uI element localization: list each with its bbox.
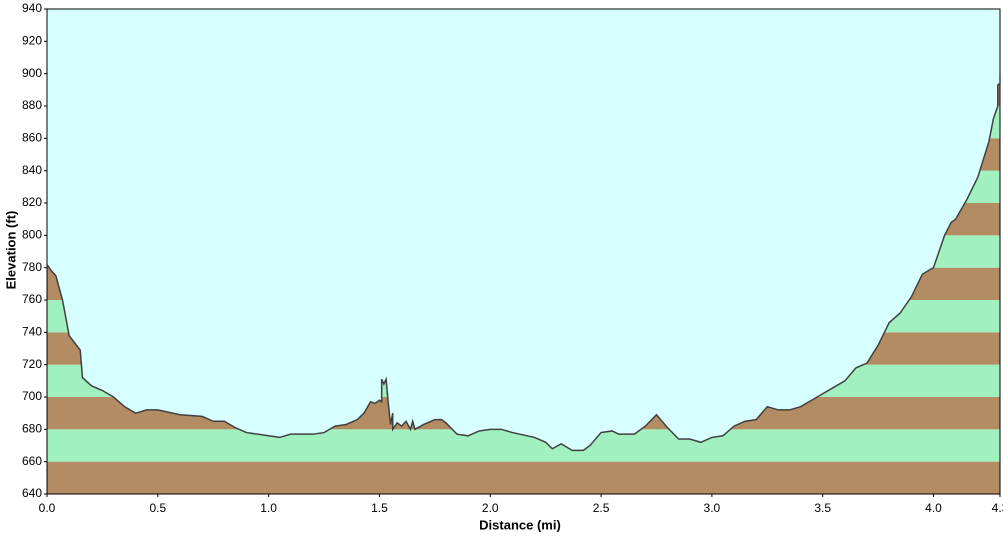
x-tick-label: 4.3 <box>992 501 1003 515</box>
x-tick-label: 0.0 <box>39 501 56 515</box>
y-tick-label: 680 <box>22 422 42 436</box>
y-tick-label: 940 <box>22 1 42 15</box>
x-tick-label: 2.0 <box>482 501 499 515</box>
y-tick-label: 640 <box>22 486 42 500</box>
plot-frame <box>46 8 1001 495</box>
y-tick-label: 840 <box>22 163 42 177</box>
x-tick-label: 3.5 <box>814 501 831 515</box>
x-tick-label: 4.0 <box>925 501 942 515</box>
y-tick-label: 880 <box>22 98 42 112</box>
y-axis-title: Elevation (ft) <box>3 211 18 290</box>
elevation-band <box>47 461 1000 494</box>
x-tick-label: 3.0 <box>704 501 721 515</box>
y-tick-label: 820 <box>22 195 42 209</box>
y-tick-label: 920 <box>22 34 42 48</box>
elevation-line <box>46 73 1001 452</box>
y-tick-label: 700 <box>22 389 42 403</box>
y-tick-label: 720 <box>22 357 42 371</box>
y-tick-label: 780 <box>22 260 42 274</box>
y-tick-label: 800 <box>22 228 42 242</box>
y-tick-label: 900 <box>22 66 42 80</box>
y-tick-label: 740 <box>22 325 42 339</box>
x-tick-label: 2.5 <box>593 501 610 515</box>
x-tick-label: 0.5 <box>149 501 166 515</box>
y-tick-label: 760 <box>22 292 42 306</box>
x-tick-label: 1.5 <box>371 501 388 515</box>
y-tick-label: 860 <box>22 131 42 145</box>
x-tick-label: 1.0 <box>260 501 277 515</box>
y-tick-label: 660 <box>22 454 42 468</box>
x-axis-title: Distance (mi) <box>479 517 561 532</box>
